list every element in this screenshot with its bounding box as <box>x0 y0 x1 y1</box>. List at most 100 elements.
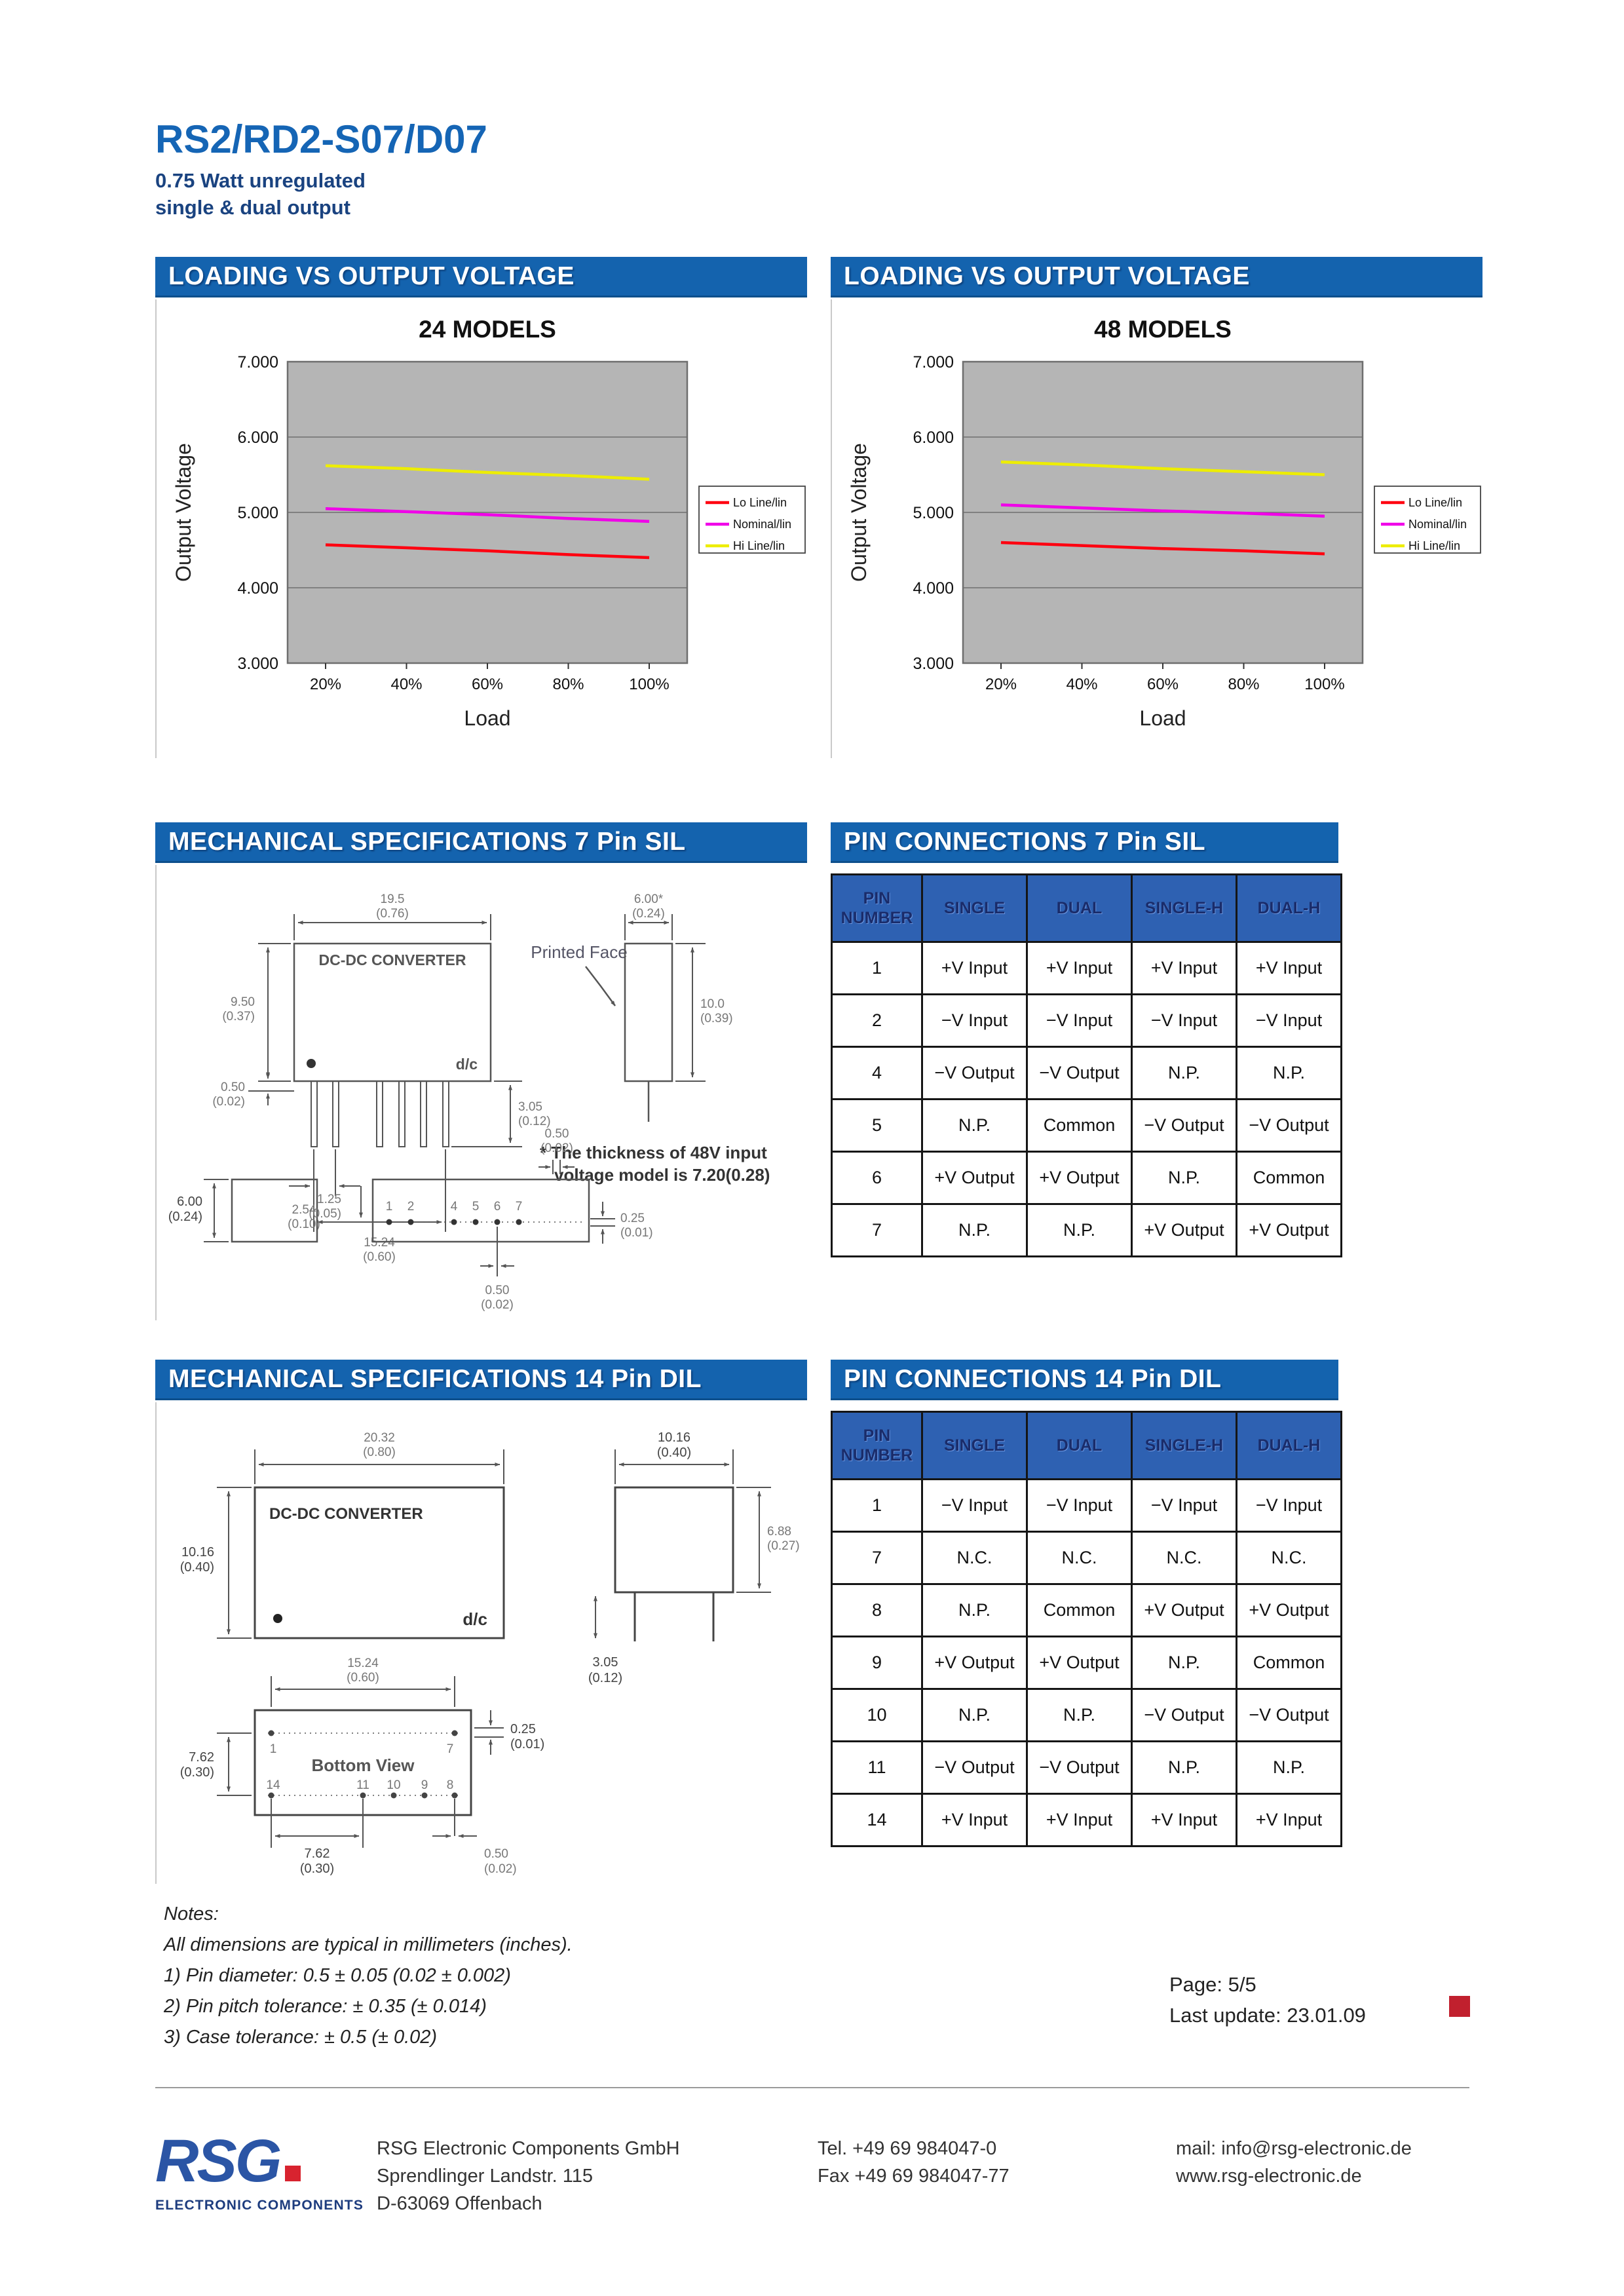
section-header-label: LOADING VS OUTPUT VOLTAGE <box>844 261 1250 290</box>
pin-function-cell: −V Output <box>1026 1740 1131 1793</box>
dil-top-view <box>217 1449 505 1639</box>
notes-line: 1) Pin diameter: 0.5 ± 0.05 (0.02 ± 0.00… <box>164 1965 511 1986</box>
dim-pinlen-mm: 3.05 <box>518 1100 542 1114</box>
chart-title: 48 MODELS <box>1094 316 1232 343</box>
pin-number-label: 7 <box>447 1742 454 1756</box>
dim-height-mm: 7.62 <box>189 1750 214 1765</box>
pin-function-cell: +V Output <box>1236 1203 1340 1255</box>
thickness-note-line1: * The thickness of 48V input <box>540 1143 767 1162</box>
pin-number-label: 6 <box>494 1200 501 1214</box>
pin-function-cell: −V Output <box>1131 1098 1236 1151</box>
pin-number-cell: 7 <box>833 1531 921 1583</box>
pin-function-cell: +V Input <box>1236 1793 1340 1845</box>
legend-box <box>1374 486 1481 554</box>
pin-number-cell: 9 <box>833 1636 921 1688</box>
legend-label: Lo Line/lin <box>1408 496 1462 509</box>
dim-standoff-in: (0.02) <box>212 1095 245 1109</box>
pin-function-cell: N.C. <box>1236 1531 1340 1583</box>
pin-number-label: 14 <box>266 1778 280 1792</box>
dim-pitch-in: (0.30) <box>300 1862 334 1876</box>
pin-function-cell: +V Input <box>1131 1793 1236 1845</box>
dc-mark: d/c <box>456 1056 478 1073</box>
pin-function-cell: −V Input <box>1131 993 1236 1046</box>
pin1-dot <box>273 1614 282 1623</box>
pin-function-cell: −V Output <box>921 1740 1026 1793</box>
table-row: 7 N.C. N.C. N.C. N.C. <box>833 1531 1340 1583</box>
legend-label: Nominal/lin <box>733 518 791 531</box>
website-line: www.rsg-electronic.de <box>1176 2166 1362 2187</box>
pin-connections-14dil-table: PIN NUMBER SINGLE DUAL SINGLE-H DUAL-H 1 −V In… <box>831 1411 1342 1847</box>
table-row: 2 −V Input −V Input −V Input −V Input <box>833 993 1340 1046</box>
table-row: 4 −V Output −V Output N.P. N.P. <box>833 1046 1340 1098</box>
thickness-note-line2: voltage model is 7.20(0.28) <box>554 1165 770 1185</box>
phone-line: Tel. +49 69 984047-0 <box>818 2138 997 2159</box>
pin-function-cell: N.P. <box>1131 1046 1236 1098</box>
dim-pindia-in: (0.02) <box>484 1862 517 1876</box>
notes-line: All dimensions are typical in millimeter… <box>164 1934 573 1955</box>
pin-number-label: 5 <box>472 1200 480 1214</box>
title-block: RS2/RD2-S07/D07 0.75 Watt unregulated si… <box>155 117 487 221</box>
section-header-label: PIN CONNECTIONS 7 Pin SIL <box>844 827 1206 856</box>
series-line <box>325 464 650 481</box>
converter-label: DC-DC CONVERTER <box>319 951 466 968</box>
column-header: DUAL-H <box>1236 875 1340 941</box>
footer-logo: RSG ELECTRONIC COMPONENTS <box>155 2131 364 2213</box>
dim-pinthick-mm: 0.25 <box>620 1212 645 1225</box>
pin-number-cell: 5 <box>833 1098 921 1151</box>
x-tick-label: 100% <box>629 676 669 693</box>
x-tick-label: 80% <box>1228 676 1259 693</box>
dim-width-in: (0.76) <box>376 907 409 921</box>
dim-top-height-in: (0.40) <box>180 1560 214 1575</box>
legend-label: Hi Line/lin <box>1408 539 1460 552</box>
dim-bottom-height-in: (0.24) <box>168 1210 202 1224</box>
table-row: 14 +V Input +V Input +V Input +V Input <box>833 1793 1340 1845</box>
pin-function-cell: N.P. <box>1026 1688 1131 1740</box>
section-header-loading-right: LOADING VS OUTPUT VOLTAGE <box>831 257 1482 297</box>
x-axis-label: Load <box>464 706 510 730</box>
section-header-label: PIN CONNECTIONS 14 Pin DIL <box>844 1364 1222 1393</box>
column-header: SINGLE <box>921 1413 1026 1478</box>
pin-function-cell: +V Output <box>1236 1583 1340 1636</box>
series-line <box>1000 460 1325 476</box>
section-header-loading-left: LOADING VS OUTPUT VOLTAGE <box>155 257 807 297</box>
pin-function-cell: −V Output <box>1236 1688 1340 1740</box>
table-row: 7 N.P. N.P. +V Output +V Output <box>833 1203 1340 1255</box>
pin-number-cell: 14 <box>833 1793 921 1845</box>
pin-number-label: 4 <box>451 1200 458 1214</box>
pin-function-cell: Common <box>1026 1098 1131 1151</box>
y-tick-label: 5.000 <box>237 504 278 522</box>
dim-pindia-mm: 0.50 <box>485 1284 510 1297</box>
pin1-dot <box>307 1059 316 1068</box>
dim-top-width-mm: 20.32 <box>364 1431 395 1445</box>
pin-function-cell: −V Input <box>921 1478 1026 1531</box>
section-header-mech7: MECHANICAL SPECIFICATIONS 7 Pin SIL <box>155 822 807 863</box>
column-header: DUAL-H <box>1236 1413 1340 1478</box>
pin-function-cell: N.P. <box>1131 1636 1236 1688</box>
pin-number-cell: 11 <box>833 1740 921 1793</box>
footer-address: RSG Electronic Components GmbH Sprendlin… <box>377 2135 680 2217</box>
y-tick-label: 6.000 <box>237 429 278 447</box>
pin-function-cell: −V Input <box>1131 1478 1236 1531</box>
converter-label: DC-DC CONVERTER <box>269 1505 423 1523</box>
pin-connections-7sil-table: PIN NUMBER SINGLE DUAL SINGLE-H DUAL-H 1 +V In… <box>831 873 1342 1257</box>
column-header: DUAL <box>1026 1413 1131 1478</box>
dim-pinthick-in: (0.01) <box>620 1226 653 1240</box>
dimension-lines <box>258 914 522 1232</box>
dim-pinthick-mm: 0.25 <box>510 1722 536 1736</box>
dim-pinlen-in: (0.12) <box>518 1115 551 1128</box>
dim-span-in: (0.60) <box>363 1250 396 1264</box>
pin-number-label: 8 <box>447 1778 454 1792</box>
pin-function-cell: +V Output <box>1026 1636 1131 1688</box>
address-line: D-63069 Offenbach <box>377 2193 542 2214</box>
dim-side-height-in: (0.39) <box>700 1012 733 1025</box>
pin-function-cell: N.C. <box>1131 1531 1236 1583</box>
pin-function-cell: −V Output <box>1131 1688 1236 1740</box>
table-row: 5 N.P. Common −V Output −V Output <box>833 1098 1340 1151</box>
x-tick-label: 20% <box>985 676 1017 693</box>
column-header: SINGLE-H <box>1131 875 1236 941</box>
pin-number-cell: 8 <box>833 1583 921 1636</box>
pin-number-label: 2 <box>407 1200 415 1214</box>
legend-box <box>698 486 806 554</box>
pin-function-cell: N.P. <box>1131 1740 1236 1793</box>
